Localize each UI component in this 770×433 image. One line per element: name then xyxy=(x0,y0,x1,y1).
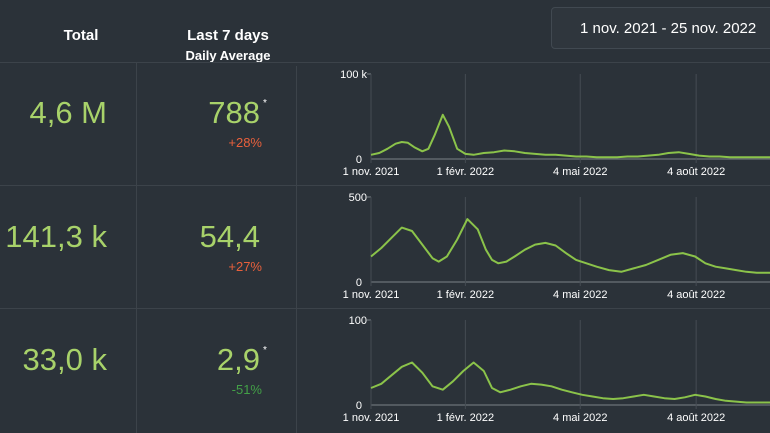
average-value-row-2: 54,4 xyxy=(199,219,260,254)
header-total: Total xyxy=(63,27,99,44)
y-max-label: 100 xyxy=(349,315,367,327)
change-row-2: +27% xyxy=(228,259,262,274)
trend-chart-row-2: 1 nov. 2021 1 févr. 2022 4 mai 2022 4 août … xyxy=(343,192,770,301)
total-value-row-3: 33,0 k xyxy=(22,342,107,377)
divider xyxy=(0,308,770,309)
footnote-marker-row-1: * xyxy=(263,98,267,109)
average-value-row-1: 788 xyxy=(208,95,260,130)
x-tick-label: 1 nov. 2021 xyxy=(343,412,400,424)
series-line xyxy=(370,113,770,159)
header-last-7-days: Last 7 days xyxy=(187,27,269,44)
x-tick-label: 4 mai 2022 xyxy=(553,289,607,301)
x-tick-label: 1 févr. 2022 xyxy=(437,166,495,178)
x-tick-label: 4 août 2022 xyxy=(667,289,725,301)
divider xyxy=(0,185,770,186)
x-tick-label: 4 août 2022 xyxy=(667,412,725,424)
x-tick-label: 1 févr. 2022 xyxy=(437,412,495,424)
x-tick-label: 4 mai 2022 xyxy=(553,166,607,178)
x-tick-label: 1 févr. 2022 xyxy=(437,289,495,301)
x-tick-label: 1 nov. 2021 xyxy=(343,289,400,301)
divider xyxy=(136,62,137,433)
x-tick-label: 4 août 2022 xyxy=(667,166,725,178)
header-daily-average: Daily Average xyxy=(185,48,271,63)
series-line xyxy=(370,361,770,404)
trend-chart-row-3: 1 nov. 2021 1 févr. 2022 4 mai 2022 4 août … xyxy=(343,315,770,424)
change-row-1: +28% xyxy=(228,135,262,150)
x-tick-label: 1 nov. 2021 xyxy=(343,166,400,178)
y-max-label: 500 xyxy=(349,192,367,204)
y-min-label: 0 xyxy=(356,400,362,412)
total-value-row-1: 4,6 M xyxy=(29,95,107,130)
average-value-row-3: 2,9 xyxy=(216,342,260,377)
date-range-picker[interactable]: 1 nov. 2021 - 25 nov. 2022 xyxy=(551,7,770,49)
divider xyxy=(296,66,297,433)
y-min-label: 0 xyxy=(356,154,362,166)
change-row-3: -51% xyxy=(231,382,262,397)
divider xyxy=(0,62,770,63)
x-tick-label: 4 mai 2022 xyxy=(553,412,607,424)
y-max-label: 100 k xyxy=(340,69,367,81)
y-min-label: 0 xyxy=(356,277,362,289)
total-value-row-2: 141,3 k xyxy=(5,219,107,254)
footnote-marker-row-3: * xyxy=(263,345,267,356)
trend-chart-row-1: 1 nov. 2021 1 févr. 2022 4 mai 2022 4 août … xyxy=(340,69,770,178)
series-line xyxy=(370,218,770,274)
